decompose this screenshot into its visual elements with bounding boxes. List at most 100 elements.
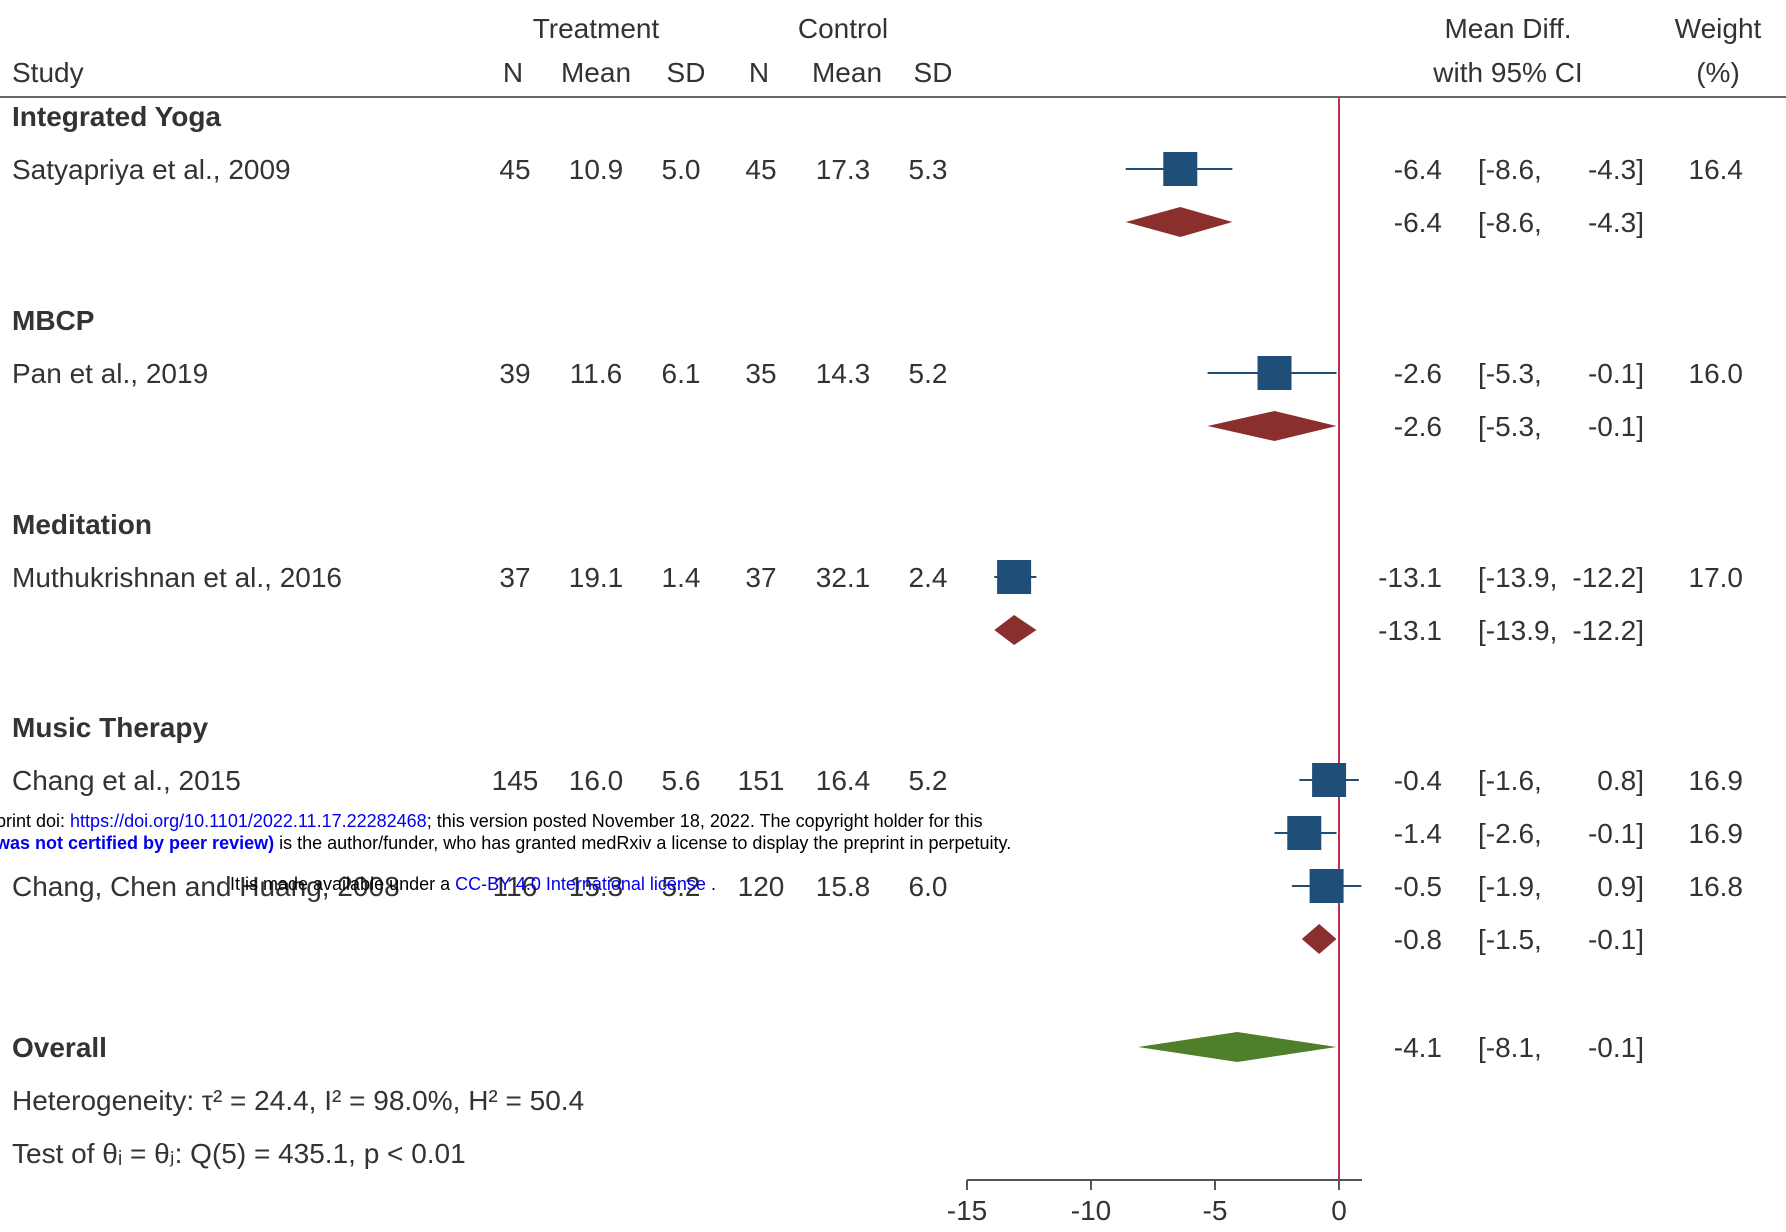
study-marker xyxy=(1163,152,1198,186)
study-ci-low: [-13.9, xyxy=(1478,562,1557,593)
study-md: -1.4 xyxy=(1394,818,1442,849)
header-treatment-n: N xyxy=(503,57,523,88)
study-marker xyxy=(1287,816,1322,850)
subgroup-diamond xyxy=(1125,207,1233,237)
study-weight: 16.9 xyxy=(1689,818,1744,849)
treatment-sd: 1.4 xyxy=(662,562,701,593)
treatment-sd: 5.0 xyxy=(662,154,701,185)
study-md: -0.5 xyxy=(1394,871,1442,902)
control-sd: 6.0 xyxy=(909,871,948,902)
header-treatment-sd: SD xyxy=(667,57,706,88)
study-ci-high: -0.1] xyxy=(1588,818,1644,849)
study-marker xyxy=(1312,763,1347,797)
study-md: -13.1 xyxy=(1378,562,1442,593)
subgroup-ci-low: [-13.9, xyxy=(1478,615,1557,646)
control-mean: 32.1 xyxy=(816,562,871,593)
treatment-mean: 16.0 xyxy=(569,765,624,796)
study-name: Chang, Chen and Huang, 2008 xyxy=(12,871,400,902)
study-marker xyxy=(1309,869,1344,903)
control-n: 45 xyxy=(745,154,776,185)
header-ci: with 95% CI xyxy=(1432,57,1582,88)
heterogeneity-text: Heterogeneity: τ² = 24.4, I² = 98.0%, H²… xyxy=(12,1085,584,1116)
x-tick-label: -15 xyxy=(947,1195,987,1226)
study-rows: Integrated Yoga Satyapriya et al., 2009 45… xyxy=(12,101,1743,955)
study-ci-high: -4.3] xyxy=(1588,154,1644,185)
control-sd: 5.2 xyxy=(909,358,948,389)
study-ci-high: -0.1] xyxy=(1588,358,1644,389)
stamp-prefix: print doi: xyxy=(0,811,71,831)
subgroup-md: -2.6 xyxy=(1394,411,1442,442)
control-mean: 15.8 xyxy=(816,871,871,902)
study-marker xyxy=(997,560,1032,594)
study-name: Muthukrishnan et al., 2016 xyxy=(12,562,342,593)
study-md: -0.4 xyxy=(1394,765,1442,796)
control-n: 120 xyxy=(738,871,785,902)
doi-link[interactable]: https://doi.org/10.1101/2022.11.17.22282… xyxy=(70,811,427,831)
subgroup-ci-low: [-5.3, xyxy=(1478,411,1542,442)
treatment-n: 145 xyxy=(492,765,539,796)
header-mean-diff: Mean Diff. xyxy=(1444,13,1571,44)
subgroup-md: -0.8 xyxy=(1394,924,1442,955)
preprint-license-line: was not certified by peer review) is the… xyxy=(0,833,1011,854)
preprint-availability-line: It is made available under a CC-BY 4.0 I… xyxy=(230,874,716,895)
control-sd: 2.4 xyxy=(909,562,948,593)
control-sd: 5.2 xyxy=(909,765,948,796)
x-tick-label: 0 xyxy=(1331,1195,1347,1226)
header-control: Control xyxy=(798,13,888,44)
header-control-n: N xyxy=(749,57,769,88)
study-weight: 17.0 xyxy=(1689,562,1744,593)
study-marker xyxy=(1257,356,1292,390)
subgroup-heading: Integrated Yoga xyxy=(12,101,221,132)
subgroup-diamond xyxy=(1207,411,1337,441)
treatment-sd: 5.6 xyxy=(662,765,701,796)
cc-license-link[interactable]: CC-BY 4.0 International license xyxy=(455,874,706,894)
header-treatment-mean: Mean xyxy=(561,57,631,88)
control-mean: 14.3 xyxy=(816,358,871,389)
study-weight: 16.9 xyxy=(1689,765,1744,796)
header-weight-unit: (%) xyxy=(1696,57,1740,88)
x-axis: -15 -10 -5 0 xyxy=(947,1179,1362,1226)
x-tick-label: -10 xyxy=(1071,1195,1111,1226)
overall-label: Overall xyxy=(12,1032,107,1063)
subgroup-heading: Meditation xyxy=(12,509,152,540)
header-treatment: Treatment xyxy=(533,13,660,44)
overall-md: -4.1 xyxy=(1394,1032,1442,1063)
subgroup-ci-high: -12.2] xyxy=(1572,615,1644,646)
stamp-suffix: ; this version posted November 18, 2022.… xyxy=(426,811,983,831)
subgroup-md: -13.1 xyxy=(1378,615,1442,646)
subgroup-ci-low: [-1.5, xyxy=(1478,924,1542,955)
header-weight: Weight xyxy=(1675,13,1762,44)
subgroup-heading: MBCP xyxy=(12,305,94,336)
study-ci-low: [-8.6, xyxy=(1478,154,1542,185)
study-ci-high: 0.9] xyxy=(1597,871,1644,902)
study-ci-high: 0.8] xyxy=(1597,765,1644,796)
treatment-n: 37 xyxy=(499,562,530,593)
test-text: Test of θᵢ = θⱼ: Q(5) = 435.1, p < 0.01 xyxy=(12,1138,466,1169)
subgroup-md: -6.4 xyxy=(1394,207,1442,238)
subgroup-diamond xyxy=(994,615,1037,645)
license-statement: is the author/funder, who has granted me… xyxy=(274,833,1012,853)
treatment-mean: 11.6 xyxy=(570,358,622,389)
treatment-sd: 6.1 xyxy=(662,358,701,389)
peer-review-note[interactable]: was not certified by peer review) xyxy=(0,833,275,853)
study-md: -6.4 xyxy=(1394,154,1442,185)
header-control-sd: SD xyxy=(914,57,953,88)
subgroup-heading: Music Therapy xyxy=(12,712,208,743)
overall-ci-low: [-8.1, xyxy=(1478,1032,1542,1063)
control-n: 35 xyxy=(745,358,776,389)
study-md: -2.6 xyxy=(1394,358,1442,389)
subgroup-ci-high: -0.1] xyxy=(1588,924,1644,955)
availability-suffix: . xyxy=(705,874,716,894)
x-tick-label: -5 xyxy=(1203,1195,1228,1226)
availability-prefix: It is made available under a xyxy=(230,874,456,894)
control-sd: 5.3 xyxy=(909,154,948,185)
header-control-mean: Mean xyxy=(812,57,882,88)
control-mean: 17.3 xyxy=(816,154,871,185)
study-weight: 16.4 xyxy=(1689,154,1744,185)
treatment-mean: 10.9 xyxy=(569,154,624,185)
treatment-n: 116 xyxy=(493,871,538,902)
study-ci-low: [-5.3, xyxy=(1478,358,1542,389)
treatment-n: 39 xyxy=(499,358,530,389)
study-ci-low: [-2.6, xyxy=(1478,818,1542,849)
